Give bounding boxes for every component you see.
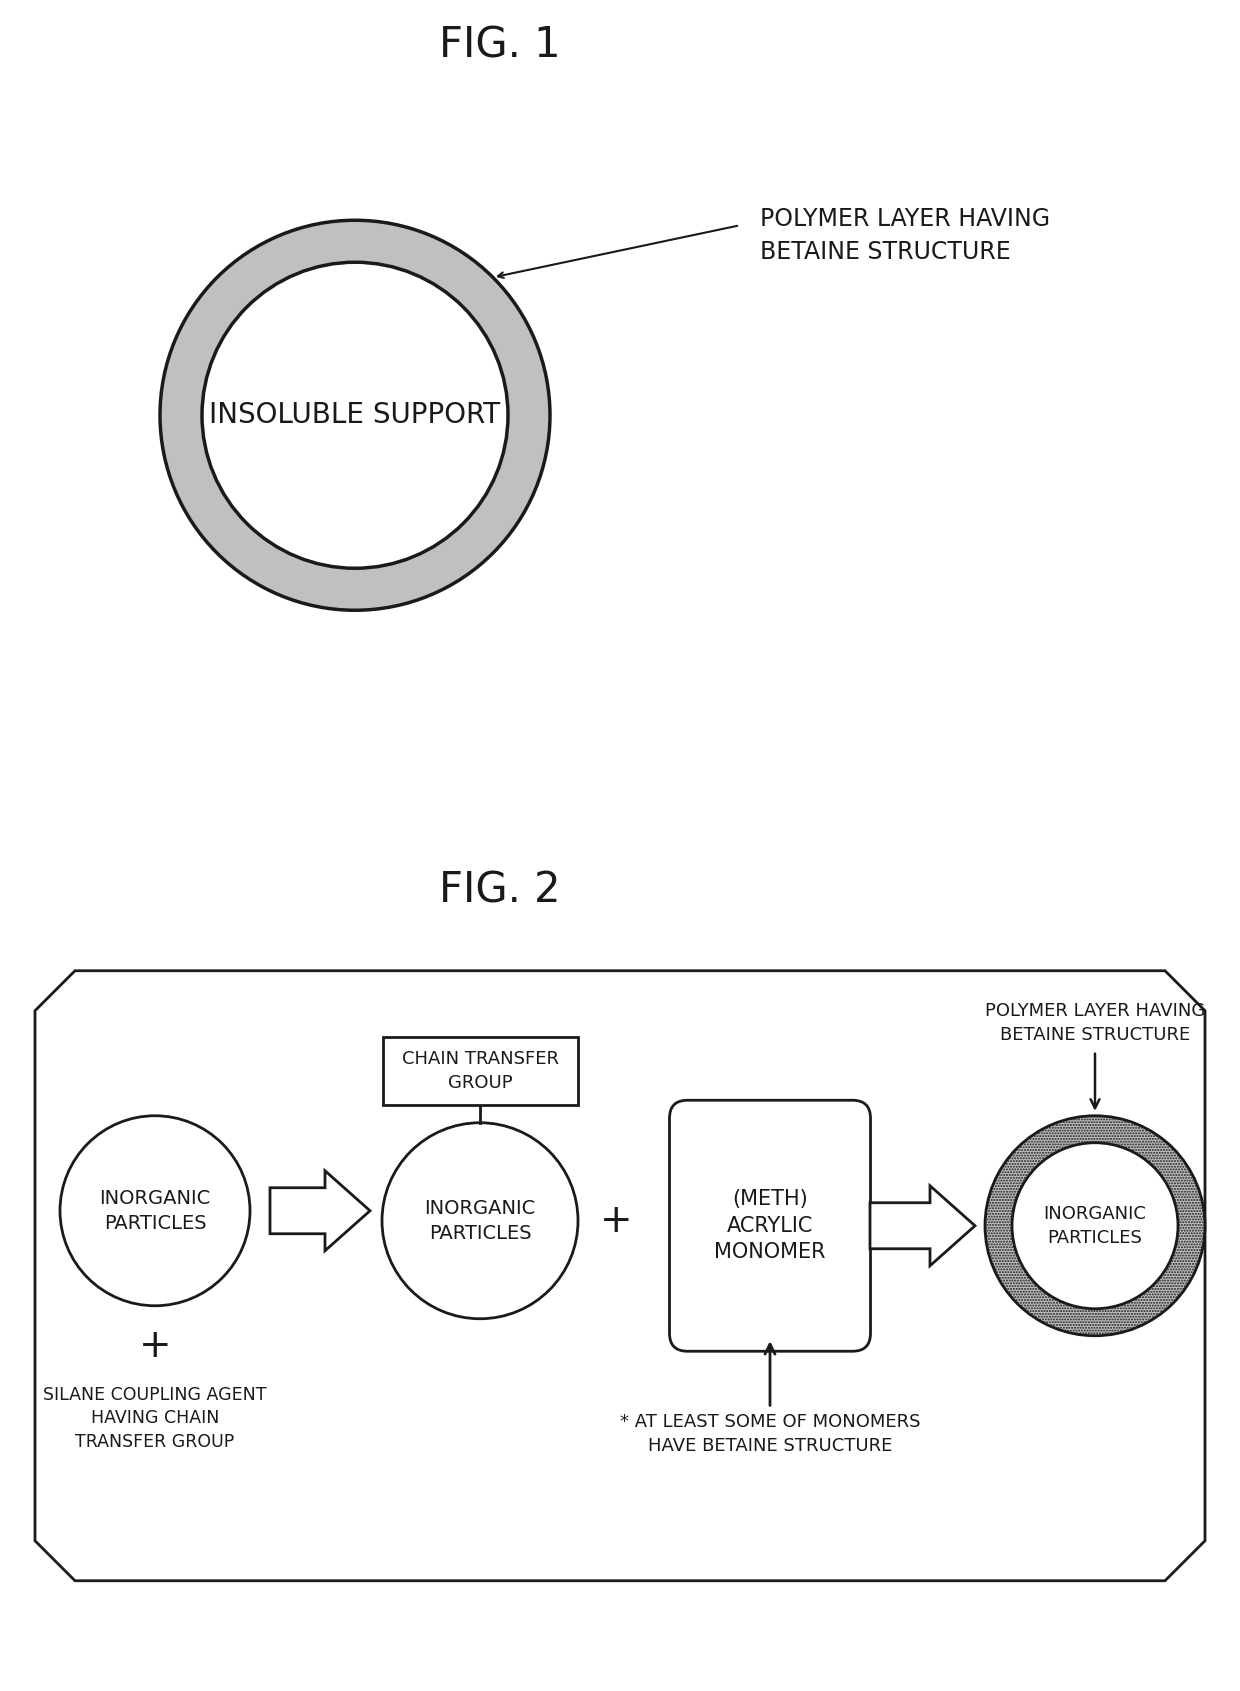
Circle shape [382, 1123, 578, 1319]
Circle shape [160, 220, 551, 610]
Text: POLYMER LAYER HAVING
BETAINE STRUCTURE: POLYMER LAYER HAVING BETAINE STRUCTURE [760, 206, 1050, 264]
Circle shape [1012, 1143, 1178, 1309]
Text: INORGANIC
PARTICLES: INORGANIC PARTICLES [1044, 1206, 1147, 1246]
Text: (METH)
ACRYLIC
MONOMER: (METH) ACRYLIC MONOMER [714, 1189, 826, 1261]
Text: POLYMER LAYER HAVING
BETAINE STRUCTURE: POLYMER LAYER HAVING BETAINE STRUCTURE [985, 1003, 1205, 1043]
Text: FIG. 1: FIG. 1 [439, 24, 560, 66]
Text: * AT LEAST SOME OF MONOMERS
HAVE BETAINE STRUCTURE: * AT LEAST SOME OF MONOMERS HAVE BETAINE… [620, 1414, 920, 1454]
Text: INSOLUBLE SUPPORT: INSOLUBLE SUPPORT [210, 401, 501, 430]
Text: +: + [600, 1202, 632, 1240]
FancyArrow shape [270, 1170, 370, 1251]
Circle shape [202, 262, 508, 568]
Circle shape [60, 1116, 250, 1305]
Text: INORGANIC
PARTICLES: INORGANIC PARTICLES [424, 1199, 536, 1243]
Bar [382, 1037, 578, 1104]
FancyBboxPatch shape [670, 1101, 870, 1351]
Text: FIG. 2: FIG. 2 [439, 869, 560, 911]
Text: CHAIN TRANSFER
GROUP: CHAIN TRANSFER GROUP [402, 1050, 558, 1092]
Text: SILANE COUPLING AGENT
HAVING CHAIN
TRANSFER GROUP: SILANE COUPLING AGENT HAVING CHAIN TRANS… [43, 1385, 267, 1451]
Text: INORGANIC
PARTICLES: INORGANIC PARTICLES [99, 1189, 211, 1233]
FancyArrow shape [870, 1185, 975, 1267]
Circle shape [985, 1116, 1205, 1336]
Text: +: + [139, 1327, 171, 1365]
